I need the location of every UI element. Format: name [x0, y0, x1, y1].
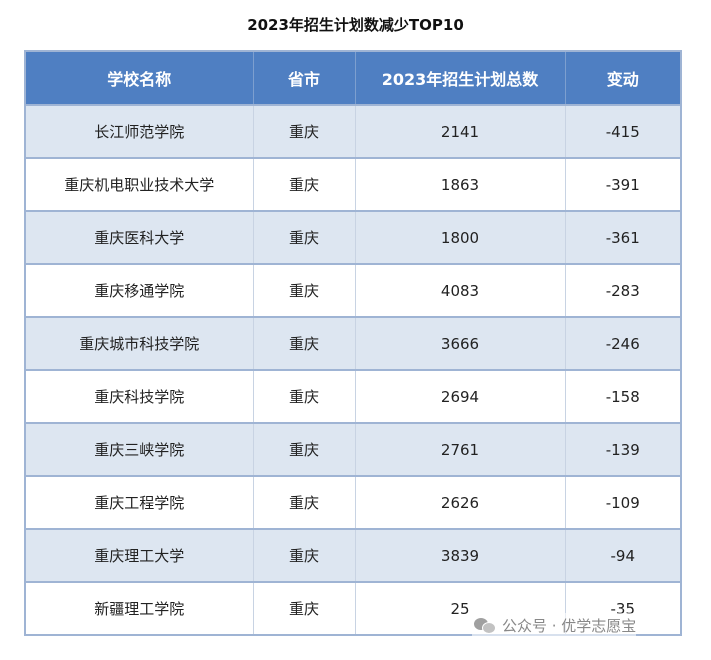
table-row: 重庆工程学院 重庆 2626 -109 — [25, 476, 681, 530]
wechat-icon — [474, 616, 496, 634]
cell-change: -94 — [565, 529, 681, 583]
cell-change: -391 — [565, 158, 681, 212]
header-enrollment-total: 2023年招生计划总数 — [355, 51, 566, 106]
header-change: 变动 — [565, 51, 681, 106]
table-row: 重庆理工大学 重庆 3839 -94 — [25, 529, 681, 583]
cell-province: 重庆 — [253, 423, 356, 477]
cell-change: -283 — [565, 264, 681, 318]
cell-school-name: 新疆理工学院 — [25, 582, 254, 635]
cell-school-name: 重庆移通学院 — [25, 264, 254, 318]
cell-change: -158 — [565, 370, 681, 424]
cell-province: 重庆 — [253, 158, 356, 212]
cell-enrollment-total: 25 — [355, 582, 566, 635]
cell-change: -361 — [565, 211, 681, 265]
table-row: 重庆科技学院 重庆 2694 -158 — [25, 370, 681, 424]
cell-province: 重庆 — [253, 317, 356, 371]
header-province: 省市 — [253, 51, 356, 106]
watermark: 公众号 · 优学志愿宝 — [472, 613, 637, 637]
cell-province: 重庆 — [253, 582, 356, 635]
table-row: 重庆机电职业技术大学 重庆 1863 -391 — [25, 158, 681, 212]
cell-change: -109 — [565, 476, 681, 530]
cell-school-name: 重庆城市科技学院 — [25, 317, 254, 371]
cell-enrollment-total: 2626 — [355, 476, 566, 530]
cell-school-name: 重庆三峡学院 — [25, 423, 254, 477]
cell-change: -246 — [565, 317, 681, 371]
cell-school-name: 重庆理工大学 — [25, 529, 254, 583]
cell-school-name: 长江师范学院 — [25, 105, 254, 159]
table-row: 新疆理工学院 重庆 25 -35 — [25, 582, 681, 635]
table-header-row: 学校名称 省市 2023年招生计划总数 变动 — [25, 51, 681, 106]
cell-province: 重庆 — [253, 264, 356, 318]
cell-province: 重庆 — [253, 105, 356, 159]
table-row: 重庆医科大学 重庆 1800 -361 — [25, 211, 681, 265]
cell-province: 重庆 — [253, 529, 356, 583]
cell-enrollment-total: 2141 — [355, 105, 566, 159]
cell-enrollment-total: 4083 — [355, 264, 566, 318]
table-row: 重庆城市科技学院 重庆 3666 -246 — [25, 317, 681, 371]
watermark-text: 公众号 · 优学志愿宝 — [502, 616, 637, 635]
table-row: 长江师范学院 重庆 2141 -415 — [25, 105, 681, 159]
cell-change: -139 — [565, 423, 681, 477]
cell-enrollment-total: 1800 — [355, 211, 566, 265]
data-table-container: 学校名称 省市 2023年招生计划总数 变动 长江师范学院 重庆 2141 -4… — [24, 50, 682, 636]
cell-school-name: 重庆医科大学 — [25, 211, 254, 265]
cell-province: 重庆 — [253, 370, 356, 424]
data-table: 学校名称 省市 2023年招生计划总数 变动 长江师范学院 重庆 2141 -4… — [24, 50, 682, 636]
header-school-name: 学校名称 — [25, 51, 254, 106]
table-row: 重庆三峡学院 重庆 2761 -139 — [25, 423, 681, 477]
cell-school-name: 重庆工程学院 — [25, 476, 254, 530]
table-row: 重庆移通学院 重庆 4083 -283 — [25, 264, 681, 318]
cell-enrollment-total: 3666 — [355, 317, 566, 371]
cell-enrollment-total: 1863 — [355, 158, 566, 212]
cell-province: 重庆 — [253, 211, 356, 265]
table-title: 2023年招生计划数减少TOP10 — [247, 16, 464, 34]
cell-school-name: 重庆科技学院 — [25, 370, 254, 424]
cell-enrollment-total: 2694 — [355, 370, 566, 424]
cell-school-name: 重庆机电职业技术大学 — [25, 158, 254, 212]
cell-enrollment-total: 2761 — [355, 423, 566, 477]
cell-province: 重庆 — [253, 476, 356, 530]
cell-change: -415 — [565, 105, 681, 159]
cell-enrollment-total: 3839 — [355, 529, 566, 583]
